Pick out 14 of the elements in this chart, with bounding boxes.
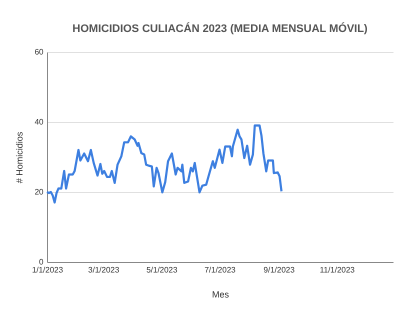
x-tick-label: 5/1/2023 <box>146 266 178 274</box>
x-tick-label: 3/1/2023 <box>88 266 120 274</box>
x-axis-title: Mes <box>212 290 230 300</box>
y-tick-label: 60 <box>34 48 44 56</box>
x-tick-label: 9/1/2023 <box>264 266 296 274</box>
y-tick-label: 0 <box>39 258 44 266</box>
chart-title: HOMICIDIOS CULIACÁN 2023 (MEDIA MENSUAL MÓVIL) <box>72 22 368 35</box>
x-tick-label: 1/1/2023 <box>32 266 64 274</box>
y-axis-title: # Homicidios <box>14 131 25 184</box>
y-tick-label: 40 <box>34 118 44 126</box>
line-series <box>46 124 283 204</box>
y-tick-label: 20 <box>34 188 44 196</box>
x-tick-label: 7/1/2023 <box>204 266 236 274</box>
x-tick-label: 11/1/2023 <box>320 266 356 274</box>
